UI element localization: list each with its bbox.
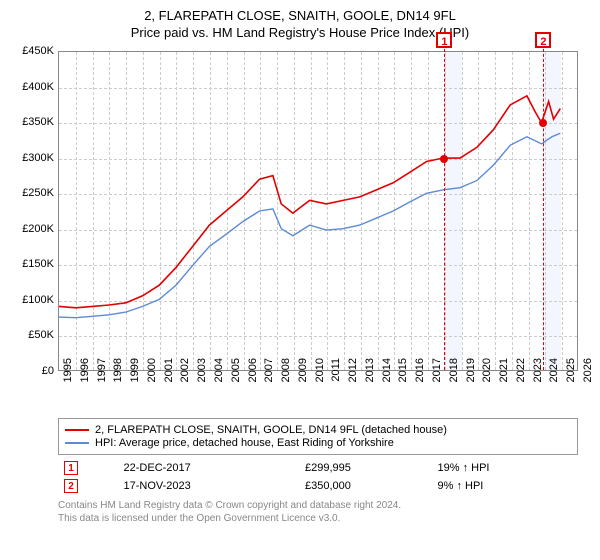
legend-swatch [65,429,89,431]
legend-row: HPI: Average price, detached house, East… [65,437,571,449]
table-row: 2 17-NOV-2023 £350,000 9% ↑ HPI [58,477,578,495]
x-tick-label: 2009 [297,358,309,398]
x-tick-label: 2025 [565,358,577,398]
title-block: 2, FLAREPATH CLOSE, SNAITH, GOOLE, DN14 … [8,8,592,40]
x-tick-label: 2026 [582,358,594,398]
marker-table: 1 22-DEC-2017 £299,995 19% ↑ HPI 2 17-NO… [58,459,578,495]
y-tick-label: £100K [9,294,54,306]
chart-subtitle: Price paid vs. HM Land Registry's House … [8,25,592,40]
legend-label: 2, FLAREPATH CLOSE, SNAITH, GOOLE, DN14 … [95,424,447,436]
x-tick-label: 2020 [481,358,493,398]
series-property [59,96,560,308]
marker-price: £350,000 [299,477,432,495]
y-tick-label: £300K [9,152,54,164]
marker-delta: 19% ↑ HPI [432,459,578,477]
marker-vline [543,34,544,370]
marker-badge: 2 [535,32,551,48]
x-tick-label: 2016 [414,358,426,398]
chart-container: 2, FLAREPATH CLOSE, SNAITH, GOOLE, DN14 … [0,0,600,560]
x-tick-label: 1999 [129,358,141,398]
x-tick-label: 1998 [112,358,124,398]
table-row: 1 22-DEC-2017 £299,995 19% ↑ HPI [58,459,578,477]
line-svg [59,52,577,370]
x-tick-label: 2012 [347,358,359,398]
y-tick-label: £450K [9,45,54,57]
x-tick-label: 2022 [515,358,527,398]
y-tick-label: £150K [9,258,54,270]
x-tick-label: 2000 [146,358,158,398]
marker-dot [440,155,448,163]
x-tick-label: 2001 [163,358,175,398]
x-tick-label: 2024 [548,358,560,398]
chart-area: 12 £0 £50K £100K £150K £200K £250K £300K £350K £… [8,46,592,416]
x-tick-label: 2015 [397,358,409,398]
marker-price: £299,995 [299,459,432,477]
marker-vline [444,34,445,370]
marker-date: 22-DEC-2017 [118,459,299,477]
y-tick-label: £0 [9,365,54,377]
marker-dot [539,119,547,127]
legend: 2, FLAREPATH CLOSE, SNAITH, GOOLE, DN14 … [58,418,578,455]
x-tick-label: 2014 [381,358,393,398]
marker-badge-icon: 1 [64,461,78,475]
x-tick-label: 2008 [280,358,292,398]
x-tick-label: 2006 [247,358,259,398]
x-tick-label: 2018 [448,358,460,398]
y-tick-label: £350K [9,116,54,128]
x-tick-label: 2013 [364,358,376,398]
marker-delta: 9% ↑ HPI [432,477,578,495]
x-tick-label: 2005 [230,358,242,398]
y-tick-label: £50K [9,329,54,341]
y-tick-label: £200K [9,223,54,235]
series-hpi [59,133,560,317]
x-tick-label: 2017 [431,358,443,398]
marker-date: 17-NOV-2023 [118,477,299,495]
x-tick-label: 1996 [79,358,91,398]
x-tick-label: 2002 [179,358,191,398]
plot-area: 12 [58,51,578,371]
footnote: Contains HM Land Registry data © Crown c… [58,499,592,525]
x-tick-label: 1995 [62,358,74,398]
x-tick-label: 2010 [314,358,326,398]
x-tick-label: 2023 [532,358,544,398]
legend-row: 2, FLAREPATH CLOSE, SNAITH, GOOLE, DN14 … [65,424,571,436]
x-tick-label: 2003 [196,358,208,398]
marker-badge-icon: 2 [64,479,78,493]
y-tick-label: £250K [9,187,54,199]
marker-badge: 1 [436,32,452,48]
legend-swatch [65,442,89,444]
legend-label: HPI: Average price, detached house, East… [95,437,394,449]
footnote-line: Contains HM Land Registry data © Crown c… [58,499,592,512]
x-tick-label: 2007 [263,358,275,398]
x-tick-label: 1997 [96,358,108,398]
x-tick-label: 2011 [330,358,342,398]
x-tick-label: 2019 [465,358,477,398]
x-tick-label: 2021 [498,358,510,398]
chart-title: 2, FLAREPATH CLOSE, SNAITH, GOOLE, DN14 … [8,8,592,23]
footnote-line: This data is licensed under the Open Gov… [58,512,592,525]
x-tick-label: 2004 [213,358,225,398]
y-tick-label: £400K [9,81,54,93]
